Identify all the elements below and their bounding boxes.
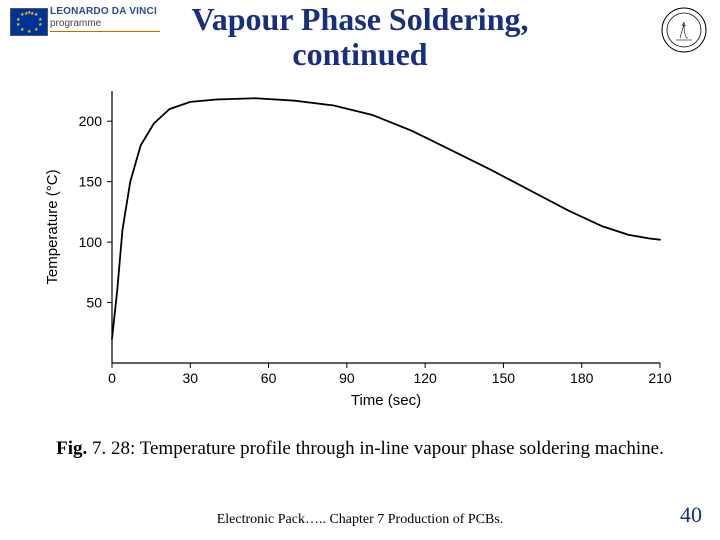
svg-text:60: 60 [261, 370, 277, 386]
svg-text:180: 180 [570, 370, 594, 386]
svg-text:Time (sec): Time (sec) [351, 392, 421, 409]
slide-title-line2: continued [292, 36, 427, 72]
figure-caption: Fig. 7. 28: Temperature profile through … [0, 438, 720, 460]
svg-text:120: 120 [413, 370, 437, 386]
svg-text:Temperature (°C): Temperature (°C) [44, 169, 61, 284]
slide-title: Vapour Phase Soldering, continued [0, 2, 720, 72]
svg-text:150: 150 [492, 370, 516, 386]
slide-footer: Electronic Pack….. Chapter 7 Production … [0, 512, 720, 528]
svg-text:150: 150 [79, 174, 103, 190]
svg-text:0: 0 [108, 370, 116, 386]
svg-text:100: 100 [79, 234, 103, 250]
svg-text:50: 50 [86, 295, 102, 311]
page-number: 40 [680, 502, 702, 528]
temperature-profile-chart: 50 100 150 200 0 30 60 90 120 150 180 210 Time (sec)… [20, 85, 700, 425]
svg-text:30: 30 [182, 370, 198, 386]
svg-text:200: 200 [79, 113, 103, 129]
svg-text:210: 210 [648, 370, 672, 386]
figure-label: Fig. [56, 438, 87, 459]
figure-caption-text: 7. 28: Temperature profile through in-li… [92, 438, 664, 459]
slide-title-line1: Vapour Phase Soldering, [192, 1, 529, 37]
svg-text:90: 90 [339, 370, 355, 386]
